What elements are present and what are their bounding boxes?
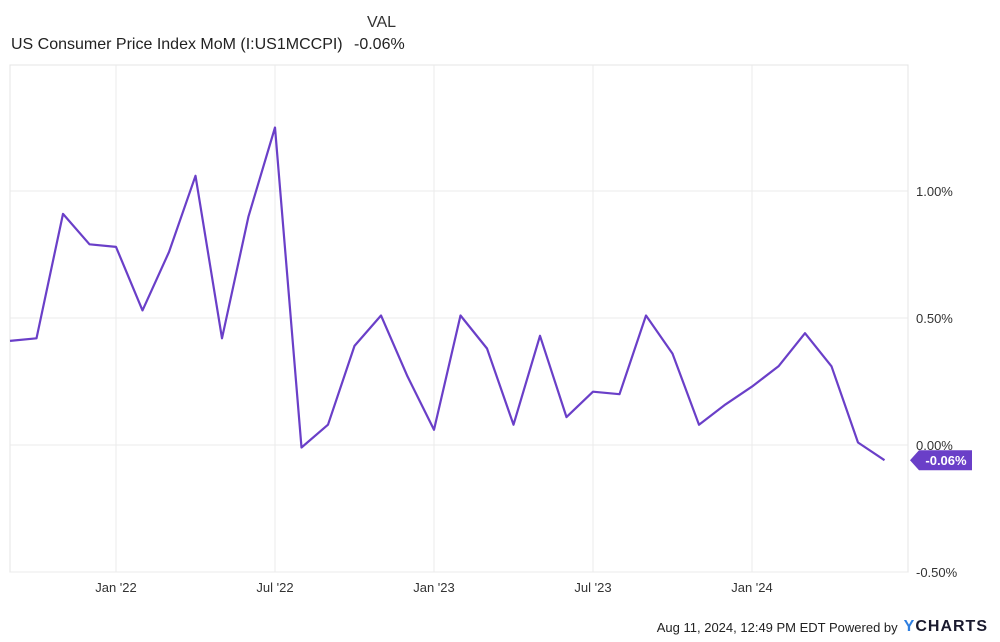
ycharts-logo[interactable]: YCHARTS — [903, 618, 988, 635]
legend-row: US Consumer Price Index MoM (I:US1MCCPI)… — [11, 36, 411, 58]
cpi-line-chart: 1.00% 0.50% 0.00% -0.50% Jan '22 Jul '22 Jan '… — [9, 64, 972, 595]
footer-text: Aug 11, 2024, 12:49 PM EDT Powered by — [656, 619, 898, 635]
x-tick-label: Jul '23 — [574, 580, 611, 595]
y-tick-label: 1.00% — [916, 184, 953, 199]
legend-header: VAL — [367, 14, 397, 31]
last-value-badge — [910, 450, 972, 471]
y-tick-label: -0.50% — [916, 565, 958, 580]
legend-series-name: US Consumer Price Index MoM (I:US1MCCPI) — [11, 36, 343, 53]
y-tick-label: 0.00% — [916, 438, 953, 453]
legend-series-value: -0.06% — [354, 36, 405, 53]
series-line — [9, 126, 886, 462]
footer: Aug 11, 2024, 12:49 PM EDT Powered by YC… — [657, 618, 988, 636]
x-tick-label: Jan '23 — [413, 580, 455, 595]
y-tick-label: 0.50% — [916, 311, 953, 326]
x-tick-label: Jul '22 — [256, 580, 293, 595]
last-value-label: -0.06% — [925, 453, 967, 468]
x-tick-label: Jan '22 — [95, 580, 137, 595]
x-tick-label: Jan '24 — [731, 580, 773, 595]
